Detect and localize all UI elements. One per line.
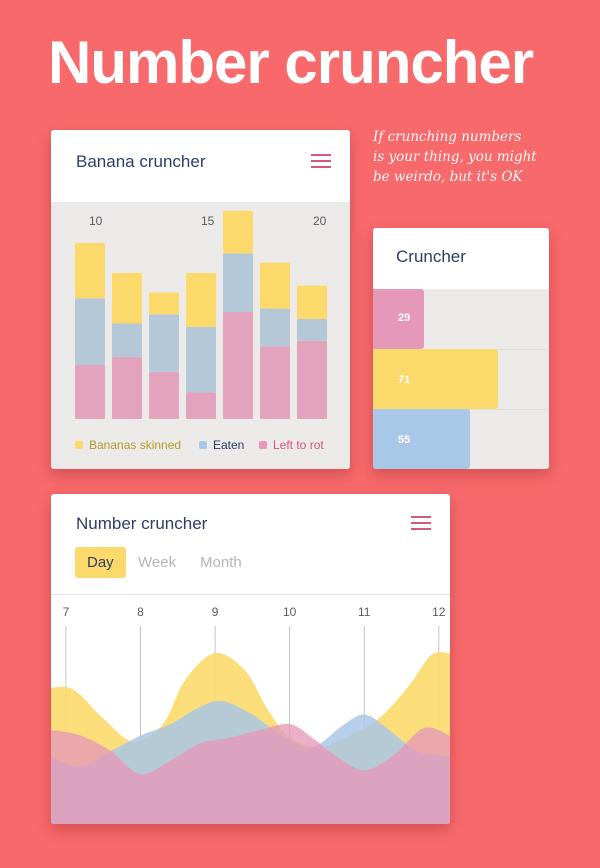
x-tick-label: 10: [283, 605, 297, 619]
bar-segment: [223, 312, 253, 419]
legend-label: Left to rot: [273, 438, 324, 452]
bar-segment: [186, 327, 216, 393]
bar-segment: [149, 371, 179, 419]
bar-segment: [75, 298, 105, 365]
x-tick-label: 10: [89, 214, 103, 228]
bar-segment: [112, 272, 142, 324]
x-tick-label: 9: [212, 605, 219, 619]
tab-week[interactable]: Week: [138, 554, 177, 571]
card-title: Cruncher: [396, 247, 466, 266]
hamburger-menu-icon[interactable]: [411, 516, 431, 530]
banana-cruncher-card: Banana cruncher 10 15 20 Bananas skinned…: [51, 130, 350, 469]
bar-segment: [75, 243, 105, 299]
tagline-line: is your thing, you might: [373, 149, 537, 165]
legend-item: Eaten: [199, 438, 244, 452]
bar-segment: [149, 292, 179, 315]
area-chart: 7 8 9 10 11 12: [51, 594, 450, 824]
legend-swatch: [199, 441, 207, 449]
tagline: If crunching numbers is your thing, you …: [373, 127, 573, 187]
bar-value-label: 71: [398, 374, 411, 386]
bar-segment: [223, 210, 253, 254]
x-tick-label: 12: [432, 605, 446, 619]
bar-segment: [186, 392, 216, 419]
legend-label: Eaten: [213, 438, 245, 452]
bar-segment: [297, 285, 327, 319]
stacked-bar-chart: [75, 210, 327, 419]
tab-month[interactable]: Month: [200, 554, 242, 571]
bar-segment: [260, 346, 290, 419]
bar-segment: [112, 323, 142, 357]
bar-segment: [297, 340, 327, 419]
horizontal-bar: [373, 349, 498, 409]
x-tick-label: 8: [137, 605, 144, 619]
x-tick-label: 20: [313, 214, 327, 228]
chart-panel: 29 71 55: [373, 289, 549, 469]
x-tick-label: 11: [358, 605, 371, 619]
bar-segment: [297, 318, 327, 341]
bar-value-label: 29: [398, 312, 411, 324]
page-headline: Number cruncher: [48, 29, 534, 96]
bar-segment: [260, 262, 290, 309]
bar-segment: [75, 364, 105, 419]
tagline-line: If crunching numbers: [373, 129, 522, 145]
bar-segment: [149, 314, 179, 372]
legend-swatch: [75, 441, 83, 449]
legend-swatch: [259, 441, 267, 449]
horizontal-bar: [373, 409, 470, 469]
cruncher-card: Cruncher 29 71 55: [373, 228, 549, 469]
card-title: Banana cruncher: [76, 152, 206, 171]
bar-value-label: 55: [398, 434, 411, 446]
area-series: [51, 723, 450, 824]
bar-segment: [260, 308, 290, 347]
bar-segment: [223, 253, 253, 313]
legend-label: Bananas skinned: [89, 438, 182, 452]
horizontal-bar: [373, 289, 425, 349]
legend-item: Left to rot: [259, 438, 324, 452]
x-tick-label: 7: [63, 605, 70, 619]
legend-item: Bananas skinned: [75, 438, 181, 452]
number-cruncher-card: Number cruncher Day Week Month 7 8 9 10 11 12: [51, 494, 450, 824]
tab-day[interactable]: Day: [75, 547, 126, 578]
card-title: Number cruncher: [76, 514, 208, 533]
tagline-line: be weirdo, but it's OK: [373, 169, 523, 185]
bar-segment: [112, 356, 142, 419]
hamburger-menu-icon[interactable]: [311, 154, 331, 168]
x-tick-label: 15: [201, 214, 215, 228]
bar-segment: [186, 272, 216, 327]
